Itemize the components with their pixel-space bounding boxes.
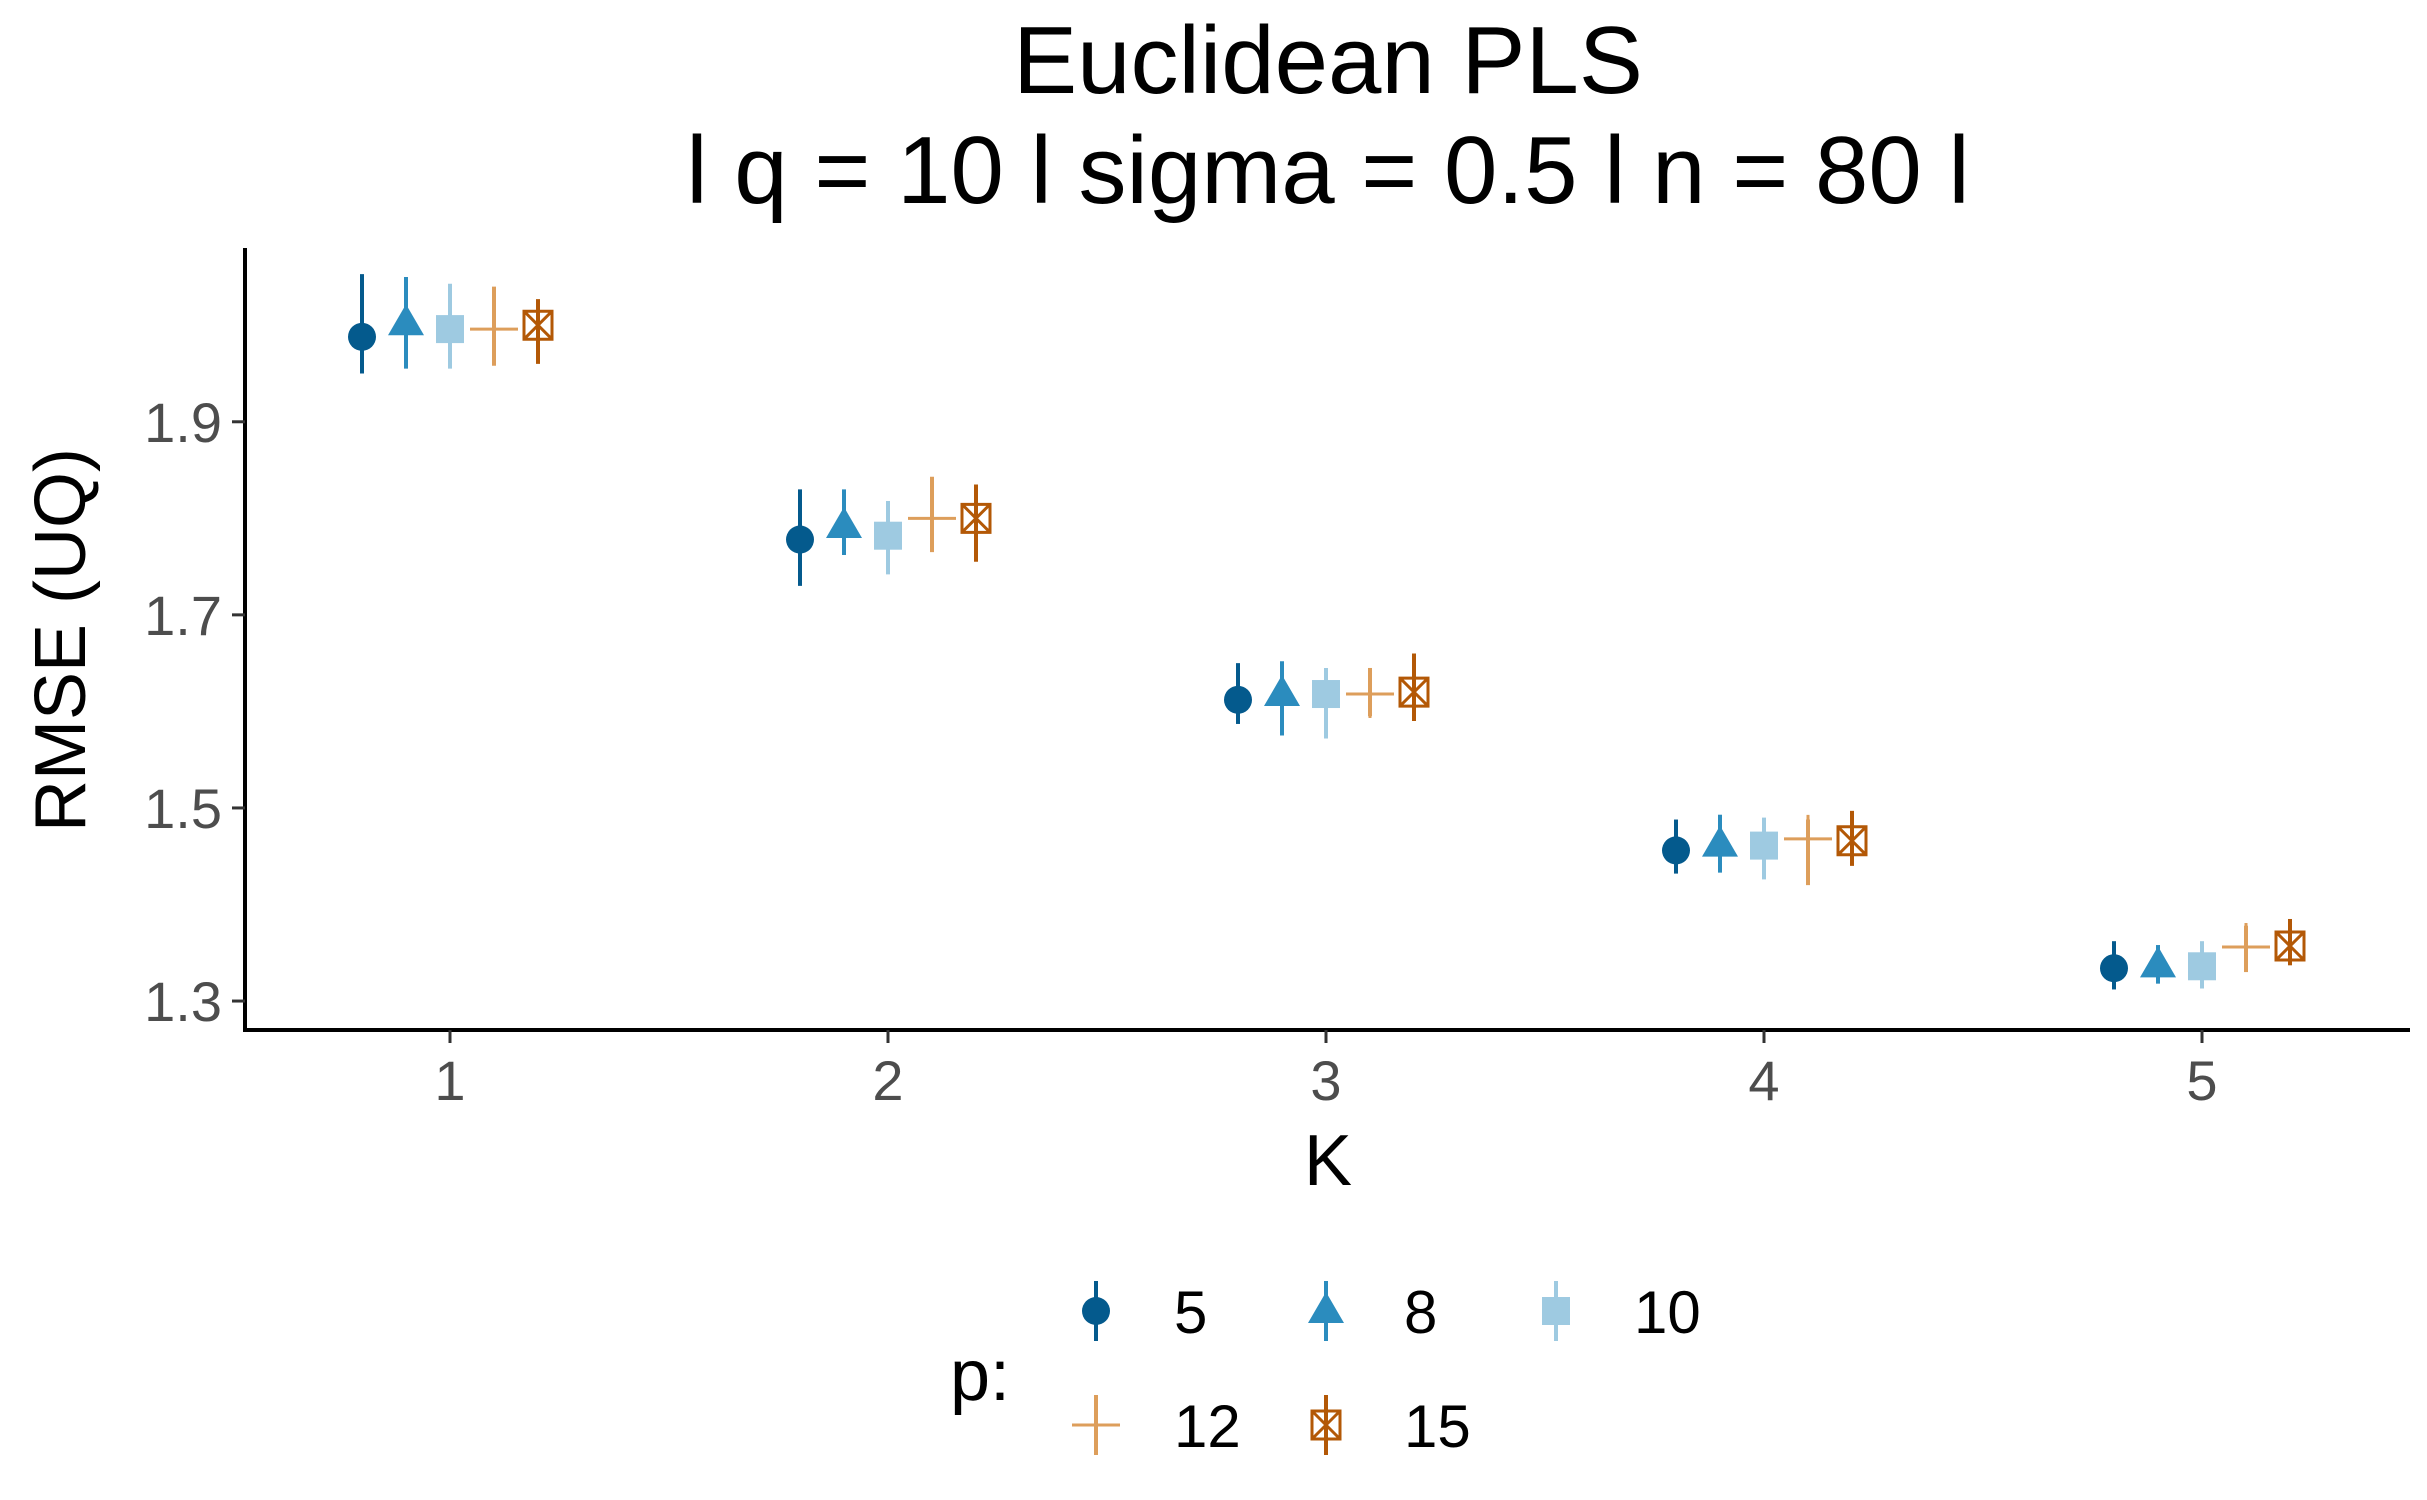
- point-p8-k2: [826, 507, 862, 539]
- legend-title: p:: [950, 1336, 1010, 1416]
- point-p8-k4: [1702, 825, 1738, 857]
- point-p12-k3: [1346, 670, 1394, 719]
- x-axis-label: K: [1304, 1121, 1352, 1201]
- legend-key-shape-10: [1542, 1297, 1570, 1325]
- point-p5-k5: [2100, 954, 2128, 983]
- series-5: [348, 274, 2128, 990]
- x-axis-ticks: 1 2 3 4 5: [434, 1030, 2218, 1112]
- y-tick-label-1.3: 1.3: [144, 970, 222, 1033]
- point-p10-k3: [1312, 680, 1340, 709]
- point-p5-k4: [1662, 836, 1690, 865]
- legend-key-5: [1082, 1281, 1110, 1341]
- x-tick-label-5: 5: [2186, 1049, 2217, 1112]
- chart-title-line2: l q = 10 l sigma = 0.5 l n = 80 l: [686, 117, 1969, 224]
- point-p15-k2: [960, 502, 992, 534]
- point-p5-k3: [1224, 685, 1252, 714]
- series-8: [388, 276, 2176, 984]
- legend-key-shape-12: [1072, 1401, 1120, 1449]
- series-10: [436, 283, 2216, 989]
- point-p15-k1: [522, 309, 554, 341]
- legend-key-shape-5: [1082, 1297, 1110, 1325]
- legend-label-8: 8: [1404, 1279, 1437, 1346]
- point-p5-k2: [786, 525, 814, 554]
- legend-label-12: 12: [1174, 1393, 1241, 1460]
- legend-key-shape-15: [1310, 1409, 1342, 1441]
- legend-key-shape-8: [1308, 1292, 1344, 1323]
- legend-key-10: [1542, 1281, 1570, 1341]
- point-p10-k2: [874, 521, 902, 550]
- point-p15-k4: [1836, 825, 1868, 857]
- point-p10-k5: [2188, 952, 2216, 981]
- point-p10-k4: [1750, 831, 1778, 860]
- y-tick-label-1.5: 1.5: [144, 777, 222, 840]
- x-tick-label-3: 3: [1310, 1049, 1341, 1112]
- legend-label-15: 15: [1404, 1393, 1471, 1460]
- point-p15-k5: [2274, 930, 2306, 962]
- point-p15-k3: [1398, 676, 1430, 708]
- point-p12-k4: [1784, 814, 1832, 863]
- series-15: [522, 299, 2306, 966]
- y-tick-label-1.9: 1.9: [144, 391, 222, 454]
- point-p8-k1: [388, 304, 424, 336]
- legend-key-12: [1072, 1395, 1120, 1455]
- point-p5-k1: [348, 322, 376, 351]
- plot-area: [348, 274, 2306, 990]
- y-tick-label-1.7: 1.7: [144, 584, 222, 647]
- point-p10-k1: [436, 315, 464, 344]
- chart-title-line1: Euclidean PLS: [1013, 7, 1643, 114]
- point-p8-k3: [1264, 675, 1300, 707]
- series-12: [470, 286, 2270, 973]
- legend-label-5: 5: [1174, 1279, 1207, 1346]
- point-p12-k1: [470, 305, 518, 354]
- y-axis-ticks: 1.3 1.5 1.7 1.9: [144, 391, 245, 1033]
- point-p12-k2: [908, 494, 956, 543]
- legend: p: 5 8 10 12 15: [950, 1279, 1701, 1460]
- y-axis-label: RMSE (UQ): [21, 448, 101, 832]
- x-tick-label-2: 2: [872, 1049, 903, 1112]
- legend-key-8: [1308, 1281, 1344, 1341]
- point-p12-k5: [2222, 922, 2270, 971]
- x-tick-label-4: 4: [1748, 1049, 1779, 1112]
- point-p8-k5: [2140, 946, 2176, 978]
- legend-label-10: 10: [1634, 1279, 1701, 1346]
- legend-key-15: [1310, 1395, 1342, 1455]
- x-tick-label-1: 1: [434, 1049, 465, 1112]
